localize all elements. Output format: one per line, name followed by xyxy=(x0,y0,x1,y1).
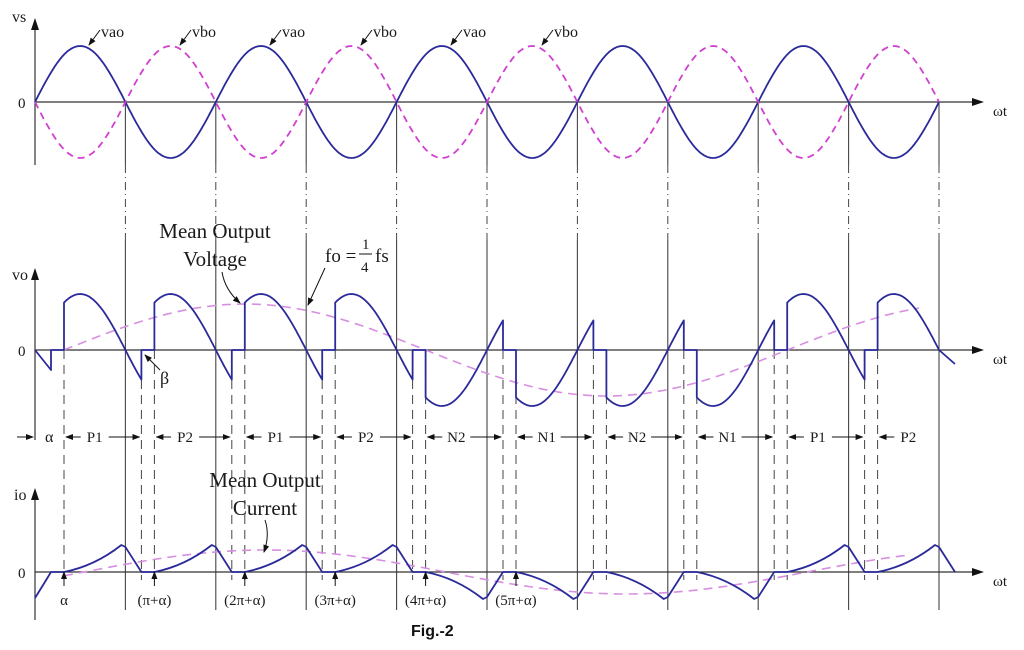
svg-text:α: α xyxy=(45,429,54,446)
mean-output-voltage-curve xyxy=(63,303,920,397)
svg-text:N2: N2 xyxy=(447,430,465,446)
interval-p1: P1 xyxy=(245,430,322,446)
vo-zero-label: 0 xyxy=(18,344,26,360)
vs-label: vs xyxy=(12,9,26,26)
io-time-arrow-icon xyxy=(972,568,984,576)
vo-time-arrow-icon xyxy=(972,346,984,354)
mean-voltage-pointer-icon xyxy=(221,271,241,304)
frequency-relation-label: fo = 1 4 fs xyxy=(307,237,389,306)
vao-label-3: vao xyxy=(450,24,486,46)
io-zero-label: 0 xyxy=(18,566,26,582)
angle-tick-label: (π+α) xyxy=(137,593,171,609)
output-voltage-panel: vo 0 ωt Mean Output Voltage fo = 1 4 fs … xyxy=(12,219,1008,440)
guide-lines xyxy=(63,102,940,610)
svg-text:vbo: vbo xyxy=(373,24,397,41)
mean-current-label-line1: Mean Output xyxy=(209,468,321,492)
svg-text:vao: vao xyxy=(282,24,305,41)
supply-panel: vs 0 ωt vao vbo vao vbo vao vbo xyxy=(12,9,1008,165)
alpha-interval: α xyxy=(17,429,54,446)
angle-tick-label: (4π+α) xyxy=(405,593,446,609)
angle-tick-label: (3π+α) xyxy=(315,593,356,609)
mean-current-label-line2: Current xyxy=(233,496,297,520)
vbo-label-3: vbo xyxy=(541,24,578,46)
angle-tick-label: (5π+α) xyxy=(495,593,536,609)
svg-text:N2: N2 xyxy=(628,430,646,446)
mean-current-pointer-icon xyxy=(263,519,270,553)
mean-voltage-label-line2: Voltage xyxy=(183,247,247,271)
interval-p1: P1 xyxy=(65,430,141,446)
svg-text:vbo: vbo xyxy=(192,24,216,41)
svg-text:P2: P2 xyxy=(177,430,193,446)
vs-axis-arrow-icon xyxy=(31,18,39,30)
conduction-intervals-row: α P1 P2 P1 P2 N2 N1 N2 N1 P1 P2 xyxy=(17,429,916,446)
svg-text:P1: P1 xyxy=(810,430,826,446)
vbo-wave xyxy=(34,45,940,159)
interval-n1: N1 xyxy=(697,430,774,446)
io-wt-label: ωt xyxy=(993,574,1008,590)
svg-text:N1: N1 xyxy=(718,430,736,446)
angle-tick-label: α xyxy=(60,593,68,609)
mean-voltage-label-line1: Mean Output xyxy=(159,219,271,243)
interval-n2: N2 xyxy=(607,430,683,446)
mean-output-current-curve xyxy=(63,549,910,595)
angle-tick-label: (2π+α) xyxy=(224,593,265,609)
svg-text:P2: P2 xyxy=(900,430,916,446)
vao-label-2: vao xyxy=(269,24,305,46)
svg-text:vbo: vbo xyxy=(554,24,578,41)
vbo-label-1: vbo xyxy=(179,24,216,46)
output-voltage-wave xyxy=(34,293,956,407)
svg-text:4: 4 xyxy=(361,260,369,276)
output-current-panel: io 0 ωt Mean Output Current α (π+α) (2π+α)… xyxy=(14,468,1008,620)
svg-text:fo =: fo = xyxy=(325,246,356,267)
vo-label: vo xyxy=(12,267,28,284)
vo-wt-label: ωt xyxy=(993,352,1008,368)
beta-label: β xyxy=(144,354,169,388)
vao-label-1: vao xyxy=(88,24,124,46)
supply-time-arrow-icon xyxy=(972,98,984,106)
interval-p1: P1 xyxy=(788,430,864,446)
interval-n2: N2 xyxy=(426,430,502,446)
angle-ticks: α (π+α) (2π+α) (3π+α) (4π+α) (5π+α) xyxy=(60,571,537,609)
svg-text:vao: vao xyxy=(101,24,124,41)
interval-p2: P2 xyxy=(878,430,916,446)
vo-axis-arrow-icon xyxy=(31,268,39,280)
interval-n1: N1 xyxy=(517,430,593,446)
io-label: io xyxy=(14,487,26,504)
svg-text:vao: vao xyxy=(463,24,486,41)
io-axis-arrow-icon xyxy=(31,488,39,500)
svg-text:P1: P1 xyxy=(87,430,103,446)
supply-wt-label: ωt xyxy=(993,104,1008,120)
interval-p2: P2 xyxy=(336,430,412,446)
svg-text:P2: P2 xyxy=(358,430,374,446)
svg-text:fs: fs xyxy=(375,246,389,267)
vbo-label-2: vbo xyxy=(360,24,397,46)
svg-text:β: β xyxy=(160,368,169,388)
svg-text:N1: N1 xyxy=(538,430,556,446)
svg-text:P1: P1 xyxy=(268,430,284,446)
figure-caption: Fig.-2 xyxy=(411,623,454,640)
interval-p2: P2 xyxy=(155,430,231,446)
svg-text:1: 1 xyxy=(362,237,370,253)
supply-zero-label: 0 xyxy=(18,96,26,112)
